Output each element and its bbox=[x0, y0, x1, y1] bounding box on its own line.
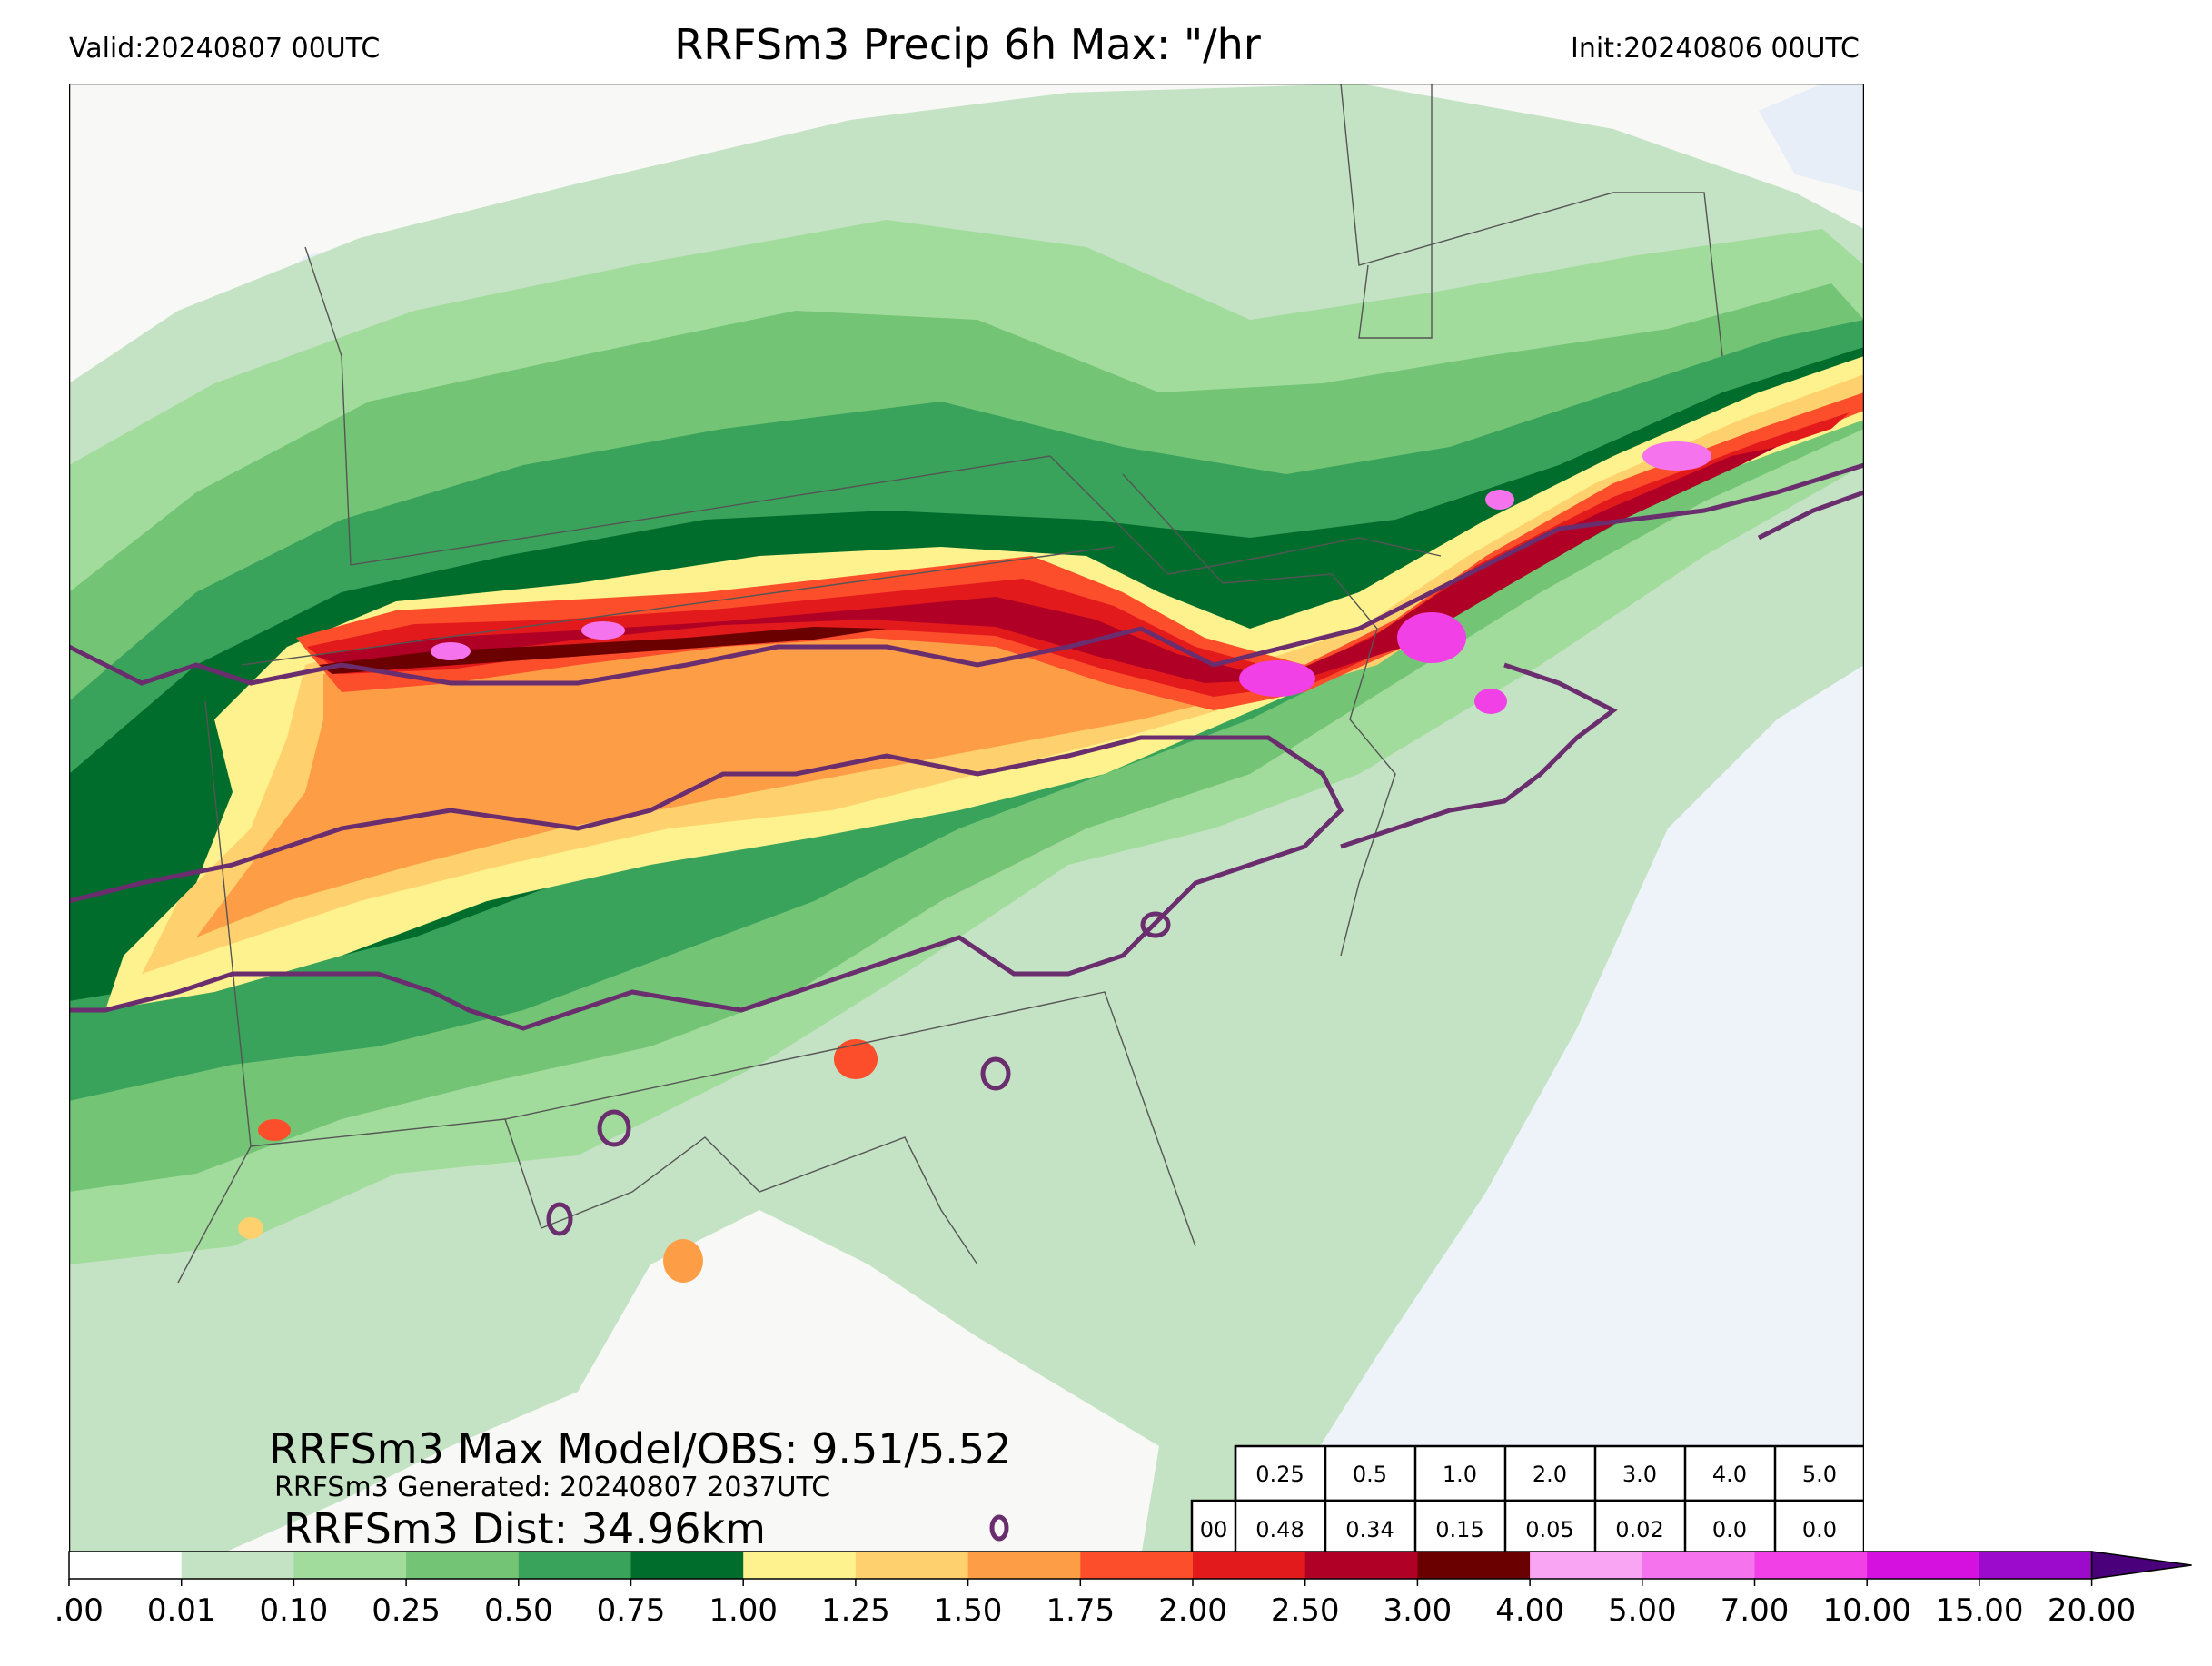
obs-contours bbox=[69, 462, 1864, 1542]
colorbar-tick-label: 0.75 bbox=[597, 1592, 666, 1629]
colorbar-tick-label: 1.25 bbox=[821, 1592, 890, 1629]
value-3: 0.05 bbox=[1525, 1517, 1573, 1542]
colorbar-segment bbox=[1979, 1552, 2093, 1579]
precip-band-1.50 bbox=[196, 392, 1864, 937]
precip-max-west-1 bbox=[431, 642, 471, 660]
value-5: 0.0 bbox=[1712, 1517, 1747, 1542]
precip-max-east-1 bbox=[1239, 660, 1315, 697]
threshold-0: 0.25 bbox=[1255, 1462, 1304, 1487]
colorbar-segment bbox=[406, 1552, 520, 1579]
precip-max-ne-1 bbox=[1642, 441, 1711, 471]
colorbar-tick-label: 0.10 bbox=[260, 1592, 329, 1629]
colorbar-segments bbox=[68, 1551, 2192, 1580]
colorbar-segment bbox=[743, 1552, 857, 1579]
threshold-4: 3.0 bbox=[1622, 1462, 1657, 1487]
precip-cell-2 bbox=[663, 1239, 703, 1283]
precip-cell-1 bbox=[258, 1119, 291, 1141]
colorbar-tick-label: 1.50 bbox=[934, 1592, 1003, 1629]
precip-map: 0.25 0.5 1.0 2.0 3.0 4.0 5.0 00 0.48 0.3… bbox=[69, 84, 1864, 1557]
colorbar-segment bbox=[1867, 1552, 1980, 1579]
precip-band-3.00 bbox=[319, 627, 887, 674]
colorbar: 0.00 0.01 0.10 0.25 0.50 0.75 1.00 1.25 1.50 1.75… bbox=[55, 1551, 2192, 1629]
colorbar-ticks: 0.00 0.01 0.10 0.25 0.50 0.75 1.00 1.25 1.50 1.75… bbox=[55, 1579, 2136, 1629]
colorbar-segment bbox=[69, 1552, 183, 1579]
value-4: 0.02 bbox=[1615, 1517, 1663, 1542]
precip-max-ne-2 bbox=[1485, 490, 1514, 510]
distance-label: RRFSm3 Dist: 34.96km bbox=[283, 1504, 766, 1553]
value-0: 0.48 bbox=[1255, 1517, 1304, 1542]
colorbar-segment bbox=[855, 1552, 969, 1579]
precip-max-east-3 bbox=[1474, 689, 1507, 714]
colorbar-tick-label: 10.00 bbox=[1823, 1592, 1911, 1629]
precip-cell-3 bbox=[834, 1039, 878, 1079]
colorbar-tick-label: 0.01 bbox=[147, 1592, 216, 1629]
precip-max-west-2 bbox=[581, 621, 625, 640]
colorbar-segment bbox=[1304, 1552, 1418, 1579]
colorbar-tick-label: 7.00 bbox=[1721, 1592, 1790, 1629]
colorbar-tick-label: 5.00 bbox=[1608, 1592, 1677, 1629]
generated-label: RRFSm3 Generated: 20240807 2037UTC bbox=[274, 1472, 831, 1503]
colorbar-segment bbox=[630, 1552, 744, 1579]
colorbar-segment bbox=[1417, 1552, 1531, 1579]
colorbar-segment bbox=[967, 1552, 1081, 1579]
colorbar-segment bbox=[518, 1552, 631, 1579]
precip-cell-4 bbox=[238, 1217, 263, 1239]
threshold-2: 1.0 bbox=[1443, 1462, 1477, 1487]
colorbar-segment bbox=[1193, 1552, 1306, 1579]
state-borders bbox=[177, 84, 1723, 1284]
colorbar-segment bbox=[181, 1552, 294, 1579]
threshold-3: 2.0 bbox=[1533, 1462, 1567, 1487]
colorbar-tick-label: 2.50 bbox=[1271, 1592, 1340, 1629]
colorbar-tick-label: 2.00 bbox=[1158, 1592, 1227, 1629]
colorbar-tick-label: 15.00 bbox=[1935, 1592, 2023, 1629]
threshold-5: 4.0 bbox=[1712, 1462, 1747, 1487]
colorbar-tick-label: 0.50 bbox=[484, 1592, 553, 1629]
colorbar-tick-label: 1.75 bbox=[1046, 1592, 1115, 1629]
colorbar-tick-label: 4.00 bbox=[1495, 1592, 1564, 1629]
colorbar-segment bbox=[1080, 1552, 1194, 1579]
lake-champlain bbox=[1759, 84, 1864, 193]
threshold-1: 0.5 bbox=[1353, 1462, 1387, 1487]
init-time-label: Init:20240806 00UTC bbox=[1571, 33, 1860, 64]
value-1: 0.34 bbox=[1345, 1517, 1394, 1542]
valid-time-label: Valid:20240807 00UTC bbox=[69, 33, 381, 64]
colorbar-tick-label: 3.00 bbox=[1384, 1592, 1453, 1629]
colorbar-segment bbox=[293, 1552, 407, 1579]
value-2: 0.15 bbox=[1435, 1517, 1483, 1542]
threshold-table: 0.25 0.5 1.0 2.0 3.0 4.0 5.0 00 0.48 0.3… bbox=[1190, 1444, 1864, 1557]
map-title: RRFSm3 Precip 6h Max: "/hr bbox=[674, 20, 1261, 69]
colorbar-tick-label: 1.00 bbox=[709, 1592, 778, 1629]
colorbar-segment bbox=[1642, 1552, 1755, 1579]
colorbar-extend-arrow bbox=[2090, 1551, 2192, 1580]
colorbar-tick-label: 0.00 bbox=[55, 1592, 104, 1629]
value-6: 0.0 bbox=[1802, 1517, 1837, 1542]
precip-max-east-2 bbox=[1397, 612, 1466, 663]
max-model-obs-label: RRFSm3 Max Model/OBS: 9.51/5.52 bbox=[269, 1424, 1012, 1473]
colorbar-segment bbox=[1754, 1552, 1868, 1579]
colorbar-tick-label: 0.25 bbox=[372, 1592, 441, 1629]
threshold-6: 5.0 bbox=[1802, 1462, 1837, 1487]
colorbar-tick-label: 20.00 bbox=[2048, 1592, 2136, 1629]
row-label: 00 bbox=[1200, 1517, 1228, 1542]
colorbar-segment bbox=[1530, 1552, 1643, 1579]
